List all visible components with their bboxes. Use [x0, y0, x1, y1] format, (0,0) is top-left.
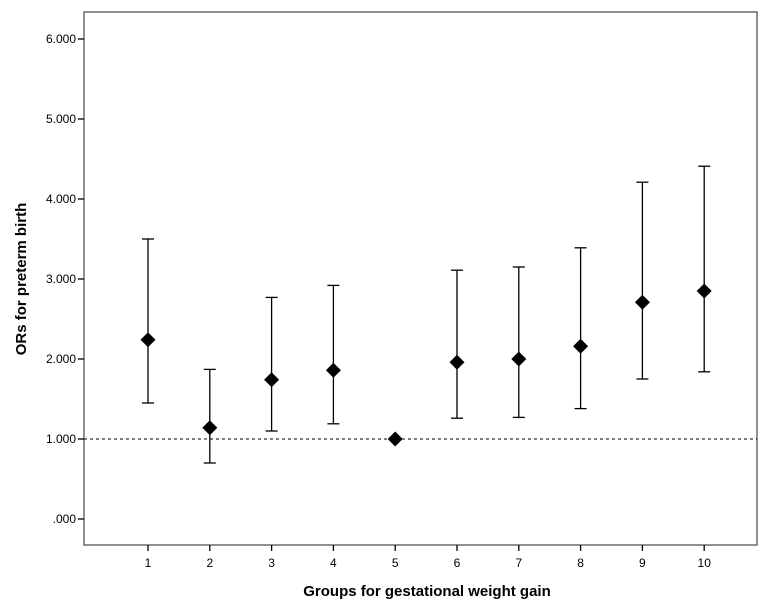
error-bar [698, 165, 711, 373]
data-marks [140, 165, 712, 464]
data-point-diamond [449, 354, 465, 370]
data-point-diamond [573, 338, 589, 354]
x-tick-label: 8 [577, 556, 584, 570]
x-axis-title: Groups for gestational weight gain [303, 583, 551, 600]
y-tick-label: 1.000 [46, 432, 76, 446]
x-tick-label: 2 [206, 556, 213, 570]
data-point-diamond [387, 431, 403, 447]
error-bar [574, 247, 587, 410]
error-bar [327, 284, 340, 425]
x-axis: 1 2 3 4 5 6 7 8 9 10 [145, 545, 712, 570]
x-tick-label: 9 [639, 556, 646, 570]
data-point-diamond [511, 351, 527, 367]
data-point-diamond [140, 332, 156, 348]
error-bar [203, 368, 216, 464]
error-bar [636, 181, 649, 380]
y-tick-label: 5.000 [46, 112, 76, 126]
y-tick-label: .000 [53, 512, 77, 526]
error-bar [512, 266, 525, 419]
y-axis-title: ORs for preterm birth [13, 203, 30, 356]
data-point-diamond [325, 362, 341, 378]
plot-frame [83, 11, 758, 546]
x-tick-label: 3 [268, 556, 275, 570]
y-tick-label: 2.000 [46, 352, 76, 366]
data-point-diamond [264, 372, 280, 388]
x-tick-label: 10 [698, 556, 712, 570]
data-point-diamond [634, 294, 650, 310]
data-point-diamond [696, 283, 712, 299]
x-tick-label: 7 [515, 556, 522, 570]
y-axis: .000 1.000 2.000 3.000 4.000 5.000 6.000 [46, 32, 84, 526]
x-tick-label: 1 [145, 556, 152, 570]
error-bar [265, 296, 278, 432]
data-point-diamond [202, 420, 218, 436]
y-tick-label: 4.000 [46, 192, 76, 206]
x-tick-label: 5 [392, 556, 399, 570]
error-bar [142, 238, 154, 404]
error-bar [451, 269, 463, 419]
plot-border [83, 11, 758, 546]
y-tick-label: 3.000 [46, 272, 76, 286]
x-tick-label: 6 [454, 556, 461, 570]
x-tick-label: 4 [330, 556, 337, 570]
y-tick-label: 6.000 [46, 32, 76, 46]
